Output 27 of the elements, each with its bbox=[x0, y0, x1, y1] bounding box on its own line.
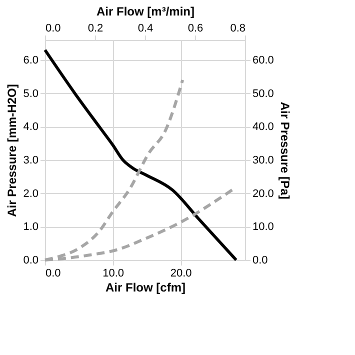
x-tick-label: 20.0 bbox=[170, 268, 192, 280]
y-tick-label: 6.0 bbox=[23, 54, 38, 66]
x2-tick-label: 0.8 bbox=[230, 22, 246, 34]
y2-tick-label: 20.0 bbox=[252, 188, 274, 200]
x2-tick-label: 0.0 bbox=[46, 22, 61, 34]
y-tick-label: 4.0 bbox=[23, 121, 38, 134]
x-axis-title: Air Flow [cfm] bbox=[106, 280, 186, 294]
y2-tick-label: 0.0 bbox=[252, 254, 268, 266]
y2-tick-label: 50.0 bbox=[252, 88, 274, 100]
x2-axis-title: Air Flow [m³/min] bbox=[96, 4, 194, 18]
y2-tick-label: 10.0 bbox=[252, 221, 274, 234]
x-tick-label: 10.0 bbox=[102, 268, 124, 280]
y-tick-label: 5.0 bbox=[23, 88, 38, 100]
x2-tick-label: 0.2 bbox=[88, 22, 104, 34]
y2-axis-title: Air Pressure [Pa] bbox=[278, 102, 292, 200]
line-series bbox=[44, 48, 238, 262]
y2-tick-label: 40.0 bbox=[252, 121, 274, 134]
y2-tick-label: 30.0 bbox=[252, 154, 274, 166]
y-tick-label: 3.0 bbox=[23, 154, 38, 166]
x2-tick-label: 0.4 bbox=[138, 22, 154, 34]
y-tick-label: 0.0 bbox=[23, 254, 38, 266]
y2-tick-label: 60.0 bbox=[252, 54, 274, 66]
x2-tick-label: 0.6 bbox=[188, 22, 204, 34]
y-tick-label: 2.0 bbox=[23, 188, 38, 200]
y-tick-label: 1.0 bbox=[23, 221, 38, 234]
y-axis-title: Air Pressure [mm-H2O] bbox=[5, 84, 20, 217]
x-tick-label: 0.0 bbox=[46, 268, 61, 280]
